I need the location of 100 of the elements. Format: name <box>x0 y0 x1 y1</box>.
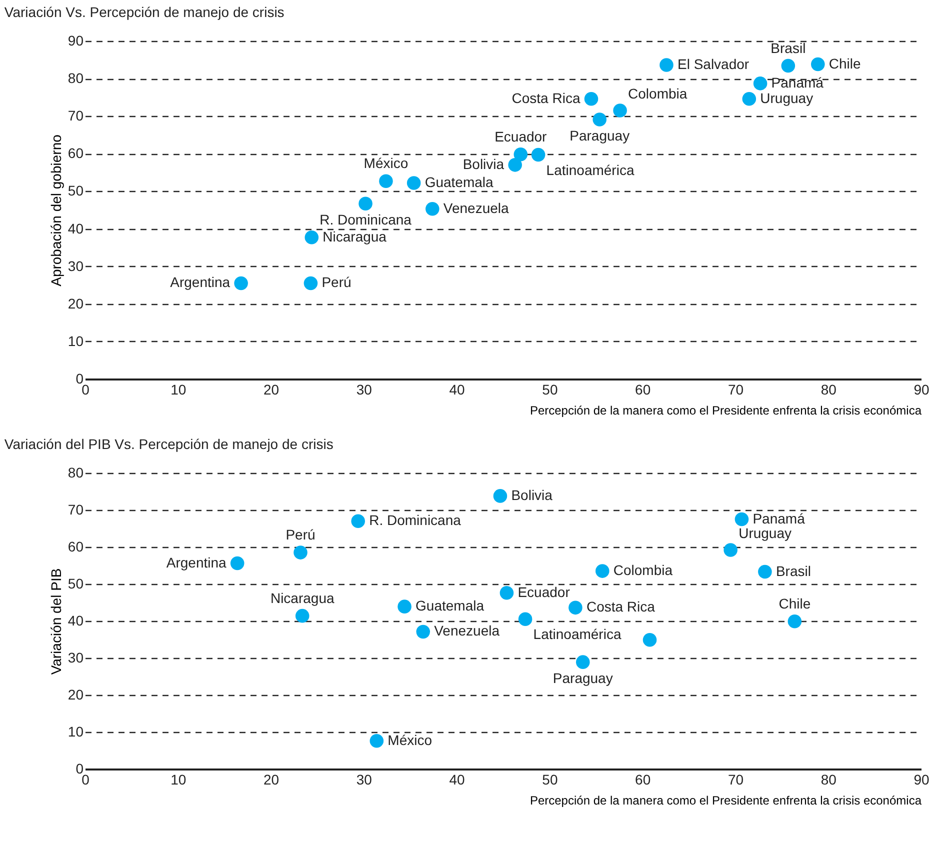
annotation: Brasil <box>770 40 806 56</box>
annotation: Colombia <box>613 562 673 578</box>
x-axis-title: Percepción de la manera como el Presidente enfrenta la crisis económica <box>530 404 922 418</box>
point <box>379 174 393 188</box>
y-tick-label: 40 <box>68 220 84 236</box>
point <box>781 58 796 73</box>
y-tick-label: 20 <box>68 686 84 702</box>
annotation: Bolivia <box>462 156 504 172</box>
annotation: Uruguay <box>760 90 814 106</box>
point <box>514 148 528 162</box>
x-tick-label: 70 <box>728 382 744 398</box>
point <box>351 514 365 528</box>
point <box>295 608 310 623</box>
point <box>734 512 749 526</box>
y-axis-title: Variación del PIB <box>48 568 64 675</box>
annotation: Latinoamérica <box>533 626 622 642</box>
annotation: Nicaragua <box>270 590 334 606</box>
point <box>576 655 590 669</box>
annotation: Perú <box>286 526 316 543</box>
chart-title: Variación Vs. Percepción de manejo de crisis <box>4 4 284 20</box>
point <box>592 112 606 126</box>
annotation: Argentina <box>166 554 227 570</box>
x-tick-label: 70 <box>728 772 744 788</box>
point <box>493 489 508 503</box>
point <box>758 564 772 579</box>
y-tick-label: 10 <box>68 332 84 349</box>
annotation: México <box>364 155 408 172</box>
annotation: El Salvador <box>677 56 750 72</box>
y-tick-label: 30 <box>68 650 84 666</box>
y-tick-label: 40 <box>68 612 84 628</box>
annotation: Ecuador <box>494 128 548 144</box>
y-tick-label: 50 <box>68 182 84 199</box>
x-tick-label: 50 <box>542 382 558 398</box>
y-axis-title: Aprobación del gobierno <box>48 134 64 286</box>
annotation: Uruguay <box>738 524 792 541</box>
point <box>742 92 756 106</box>
point <box>304 276 318 290</box>
y-tick-label: 60 <box>68 538 84 554</box>
annotation: Panamá <box>771 74 824 90</box>
x-tick-label: 40 <box>449 772 466 788</box>
point <box>500 586 514 600</box>
point <box>596 564 610 578</box>
point <box>518 612 532 626</box>
annotation: Colombia <box>628 85 688 102</box>
x-tick-label: 90 <box>914 772 930 788</box>
point <box>406 176 421 190</box>
x-tick-label: 50 <box>542 772 558 788</box>
point <box>613 104 627 118</box>
point <box>568 600 582 615</box>
y-tick-label: 10 <box>68 724 84 740</box>
point <box>753 76 768 90</box>
annotation: Ecuador <box>518 584 570 600</box>
point <box>642 632 657 647</box>
x-tick-label: 10 <box>170 382 186 398</box>
annotation: R. Dominicana <box>320 212 412 228</box>
point <box>358 196 372 210</box>
x-tick-label: 90 <box>914 382 930 398</box>
annotation: Chile <box>778 595 811 612</box>
y-tick-label: 0 <box>76 760 84 776</box>
point <box>660 58 674 72</box>
annotation: Guatemala <box>424 174 494 190</box>
point <box>724 543 738 557</box>
annotation: México <box>388 732 432 748</box>
y-tick-label: 80 <box>68 70 84 86</box>
x-axis-title: Percepción de la manera como el Presidente enfrenta la crisis económica <box>530 794 922 808</box>
annotation: Costa Rica <box>586 598 656 615</box>
annotation: Argentina <box>170 274 230 290</box>
annotation: Costa Rica <box>512 90 580 106</box>
annotation: Guatemala <box>416 598 484 614</box>
x-tick-label: 60 <box>635 382 651 398</box>
point <box>234 276 248 290</box>
x-tick-label: 30 <box>356 772 372 788</box>
point <box>508 158 522 172</box>
y-tick-label: 30 <box>68 258 84 274</box>
y-tick-label: 80 <box>68 464 84 480</box>
y-tick-label: 20 <box>68 295 84 312</box>
annotation: R. Dominicana <box>369 512 462 528</box>
y-tick-label: 90 <box>68 32 84 48</box>
annotation: Nicaragua <box>322 228 387 244</box>
annotation: Paraguay <box>552 670 613 686</box>
x-tick-label: 20 <box>263 382 280 398</box>
y-tick-label: 0 <box>76 370 84 386</box>
point <box>294 546 308 560</box>
point <box>398 600 412 614</box>
annotation: Paraguay <box>570 127 630 144</box>
y-tick-label: 70 <box>68 502 84 518</box>
annotation: Panamá <box>752 510 806 526</box>
point <box>304 230 319 244</box>
annotation: Chile <box>828 55 862 72</box>
y-tick-label: 50 <box>68 576 84 592</box>
annotation: Latinoamérica <box>546 162 634 178</box>
point <box>788 614 802 628</box>
annotation: Venezuela <box>443 200 510 216</box>
x-tick-label: 40 <box>449 382 466 398</box>
x-tick-label: 60 <box>635 772 651 788</box>
point <box>531 148 546 162</box>
point <box>584 92 598 106</box>
annotation: Perú <box>322 274 352 290</box>
x-tick-label: 30 <box>356 382 372 398</box>
point <box>230 556 244 570</box>
